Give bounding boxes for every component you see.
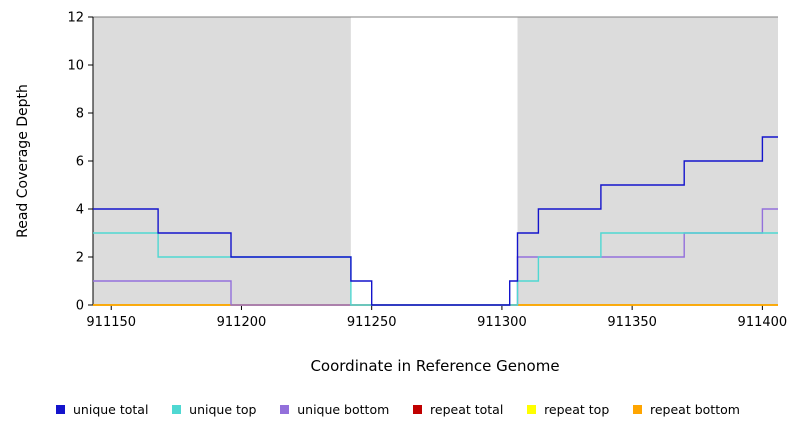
legend-label: repeat top: [544, 401, 610, 417]
legend-label: repeat total: [430, 401, 504, 417]
legend-item: unique bottom: [280, 402, 389, 417]
x-tick-label: 911350: [607, 315, 657, 330]
legend-item: repeat top: [527, 402, 609, 417]
legend-swatch-icon: [56, 404, 65, 414]
y-tick-label: 2: [76, 251, 84, 266]
legend-label: repeat bottom: [650, 401, 740, 417]
chart-legend: unique total unique top unique bottom repea…: [0, 396, 792, 422]
y-tick-label: 10: [67, 59, 84, 74]
legend-label: unique total: [73, 401, 149, 417]
legend-swatch-icon: [172, 404, 182, 414]
y-tick-label: 4: [76, 203, 84, 218]
series-unique-total: [93, 136, 778, 306]
y-tick-label: 8: [76, 107, 84, 122]
x-tick-label: 911300: [477, 315, 527, 330]
legend-item: repeat bottom: [633, 402, 740, 417]
legend-label: unique bottom: [297, 401, 390, 417]
legend-swatch-icon: [633, 404, 642, 414]
shaded-region: [93, 17, 351, 305]
chart-plot-area: 911150 911200 911250 911300 911350 911400 0 2 4 6…: [67, 11, 787, 331]
y-tick-label: 6: [76, 155, 84, 170]
legend-swatch-icon: [280, 404, 290, 414]
legend-item: unique total: [56, 402, 148, 417]
x-tick-label: 911250: [347, 315, 397, 330]
coverage-chart: 911150 911200 911250 911300 911350 911400 0 2 4 6…: [15, 11, 787, 376]
legend-swatch-icon: [413, 404, 423, 414]
x-tick-label: 911200: [217, 315, 267, 330]
x-axis-title: Coordinate in Reference Genome: [310, 357, 559, 375]
y-tick-label: 0: [76, 299, 84, 314]
legend-swatch-icon: [527, 404, 537, 414]
x-tick-label: 911400: [738, 315, 788, 330]
legend-label: unique top: [189, 401, 257, 417]
series-unique-top: [93, 232, 778, 306]
y-tick-label: 12: [67, 11, 84, 26]
x-tick-label: 911150: [86, 315, 136, 330]
y-axis-title: Read Coverage Depth: [15, 84, 31, 238]
legend-item: unique top: [172, 402, 256, 417]
legend-item: repeat total: [413, 402, 503, 417]
